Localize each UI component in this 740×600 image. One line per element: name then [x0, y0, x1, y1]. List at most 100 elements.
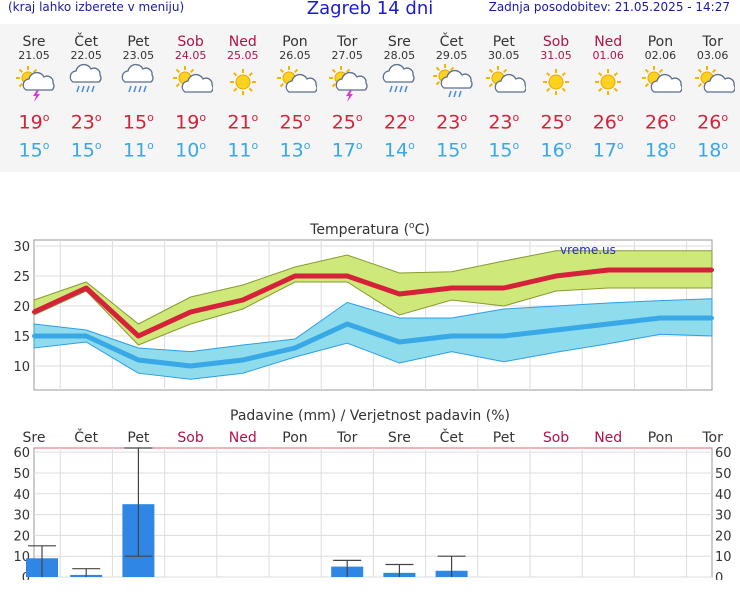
data-point	[710, 316, 714, 320]
day-column[interactable]: Čet 22.05 23o 15o	[60, 24, 112, 163]
data-point	[658, 268, 663, 272]
last-updated: Zadnja posodobitev: 21.05.2025 - 14:27	[488, 0, 730, 14]
y-tick-label-right: 50	[715, 467, 732, 482]
sun-ray	[279, 82, 285, 88]
day-name: Ned	[228, 34, 257, 50]
temp-max-value: 23	[70, 111, 95, 134]
sun-cloud-thunder-icon	[321, 62, 373, 106]
temp-min: 18o	[634, 134, 686, 162]
cloud-shape	[651, 73, 683, 93]
lightning-bolt	[33, 90, 40, 102]
day-name: Pon	[282, 34, 308, 50]
degree-symbol: o	[408, 111, 415, 124]
day-column[interactable]: Sre 28.05 22o 14o	[373, 24, 425, 163]
sun-ray	[435, 66, 440, 72]
day-name: Čet	[439, 34, 464, 50]
degree-symbol: o	[616, 111, 624, 124]
menu-note[interactable]: (kraj lahko izberete v meniju)	[8, 0, 185, 14]
degree-symbol: o	[94, 111, 102, 124]
sun-ray	[279, 68, 285, 74]
sun-ray	[248, 87, 253, 92]
day-column[interactable]: Pet 30.05 23o 15o	[478, 24, 530, 163]
day-name: Pon	[647, 34, 674, 50]
icon-group	[122, 63, 155, 93]
temp-min-value: 15	[70, 139, 95, 162]
day-date: 24.05	[174, 49, 207, 62]
sun-ray	[248, 72, 253, 77]
day-column[interactable]: Pet 23.05 15o 11o	[112, 24, 164, 163]
cloud-rain-icon	[112, 62, 164, 106]
data-point	[84, 334, 89, 338]
icon-group	[383, 63, 416, 93]
day-date: 26.05	[279, 49, 311, 62]
y-tick-label-right: 60	[715, 446, 732, 461]
forecast-strip: Sre 21.05 19o 15o Čet 22.05 23o 15o Pet …	[0, 24, 740, 172]
degree-symbol: o	[147, 139, 154, 153]
data-point	[136, 358, 141, 362]
sun-ray	[546, 87, 551, 92]
icon-group	[172, 66, 213, 93]
temp-min-value: 17	[331, 139, 356, 162]
data-point	[501, 286, 506, 290]
sun-ray	[598, 87, 603, 92]
temp-min-value: 11	[122, 139, 148, 162]
day-column[interactable]: Pon 02.06 26o 18o	[634, 24, 686, 163]
day-date: 27.05	[331, 49, 363, 62]
temp-max: 26o	[582, 106, 634, 134]
sun-ray	[697, 82, 702, 88]
day-column[interactable]: Pon 26.05 25o 13o	[269, 24, 321, 163]
data-point	[345, 274, 350, 278]
day-column[interactable]: Tor 27.05 25o 17o	[321, 24, 373, 163]
day-date: 28.05	[383, 49, 416, 62]
temp-min: 11o	[112, 134, 164, 162]
temp-min-value: 15	[488, 139, 513, 162]
y-tick-label-left: 50	[13, 467, 30, 482]
sun-ray	[18, 82, 24, 88]
sun-ray	[32, 68, 38, 74]
y-tick-label-left: 0	[22, 571, 30, 580]
sun-cloud-icon	[478, 62, 530, 106]
x-tick-label: Pet	[493, 430, 516, 446]
temp-max-value: 23	[436, 111, 461, 134]
day-date: 31.05	[540, 49, 572, 62]
sun-ray	[331, 68, 337, 74]
day-name: Sre	[22, 34, 46, 50]
temp-max: 25o	[321, 106, 373, 134]
data-point	[449, 334, 454, 338]
sun-ray	[502, 68, 507, 74]
rain-drop	[394, 85, 399, 93]
cloud-shape	[335, 71, 368, 91]
day-column[interactable]: Tor 03.06 26o 18o	[687, 24, 739, 163]
degree-symbol: o	[721, 139, 729, 153]
day-column[interactable]: Sre 21.05 19o 15o	[8, 24, 60, 163]
day-column[interactable]: Sob 24.05 19o 10o	[165, 24, 217, 163]
sun-ray	[659, 68, 664, 74]
day-name: Sre	[387, 34, 411, 50]
y-tick-label: 20	[13, 300, 30, 315]
temperature-chart: Temperatura (oC) 10 15 20 25 30 vreme.us	[13, 221, 714, 391]
day-date: 25.05	[227, 49, 259, 62]
day-column[interactable]: Sob 31.05 25o 16o	[530, 24, 582, 163]
temp-min: 17o	[321, 134, 373, 162]
day-column[interactable]: Ned 01.06 26o 17o	[582, 24, 634, 163]
day-column[interactable]: Čet 29.05 23o 15o	[426, 24, 478, 163]
temp-min-value: 14	[383, 139, 409, 162]
x-tick-label: Ned	[594, 430, 622, 446]
x-tick-label: Sob	[543, 430, 569, 446]
x-tick-label: Pon	[648, 430, 673, 446]
x-tick-label: Tor	[336, 430, 358, 446]
sun-ray	[697, 68, 702, 74]
rain-drop	[133, 85, 138, 93]
temp-min: 13o	[269, 134, 321, 162]
data-point	[710, 268, 714, 272]
temp-max: 19o	[165, 106, 217, 134]
temp-max: 26o	[634, 106, 686, 134]
data-point	[136, 334, 141, 338]
day-date: 21.05	[18, 49, 50, 62]
temp-max-value: 15	[122, 111, 148, 134]
sun-cloud-rain-icon	[426, 62, 478, 106]
sun-ray	[645, 68, 650, 74]
temp-min-value: 17	[592, 139, 617, 162]
x-tick-label: Ned	[229, 430, 257, 446]
day-column[interactable]: Ned 25.05 21o 11o	[217, 24, 269, 163]
